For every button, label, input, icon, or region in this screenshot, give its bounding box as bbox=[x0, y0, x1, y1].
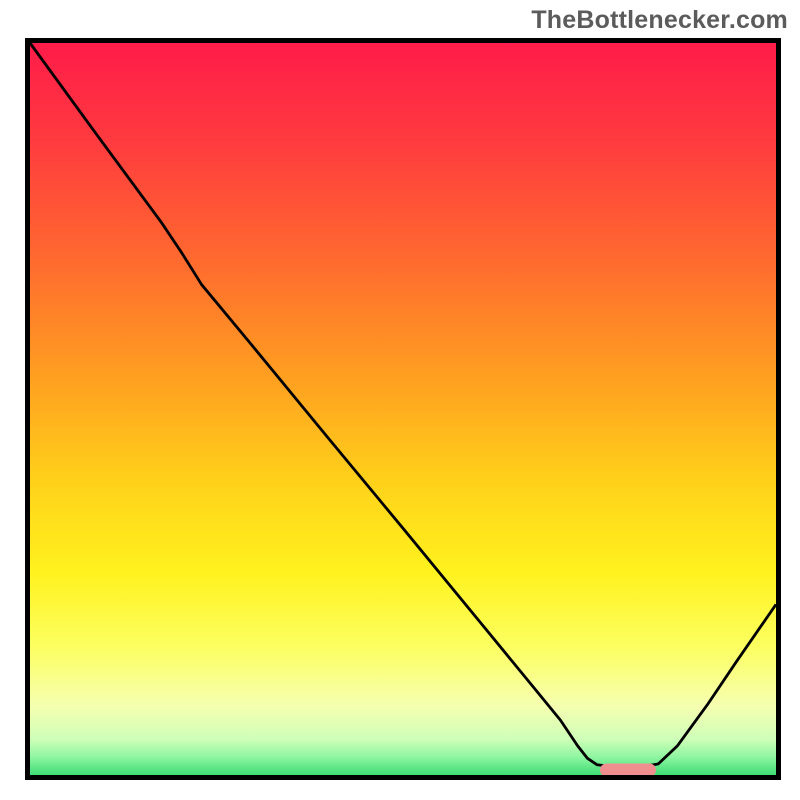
watermark-text: TheBottlenecker.com bbox=[531, 6, 788, 35]
chart-area bbox=[25, 38, 781, 780]
chart-background-gradient bbox=[25, 38, 781, 780]
optimal-range-marker bbox=[600, 763, 656, 776]
